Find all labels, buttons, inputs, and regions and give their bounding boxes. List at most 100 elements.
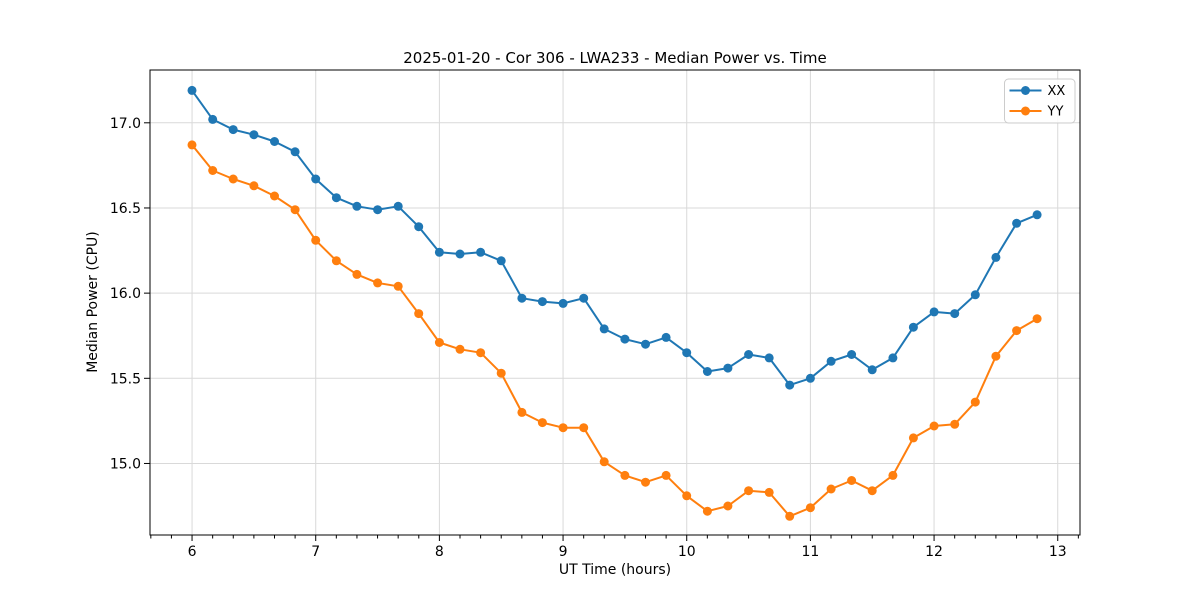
series-YY-marker xyxy=(434,338,444,347)
series-XX-marker xyxy=(187,85,197,95)
series-XX-marker xyxy=(455,249,465,259)
legend-XX-marker xyxy=(1021,86,1030,95)
series-YY-marker xyxy=(805,503,815,513)
grid xyxy=(150,70,1080,535)
series-XX-marker xyxy=(785,380,795,390)
series-YY-marker xyxy=(764,487,774,497)
series-XX-marker xyxy=(847,350,857,359)
series-XX-marker xyxy=(929,307,939,317)
series-XX-marker xyxy=(1012,218,1022,228)
series-XX-marker xyxy=(496,256,506,266)
series-YY xyxy=(187,140,1042,521)
series-YY-marker xyxy=(228,174,238,184)
series-YY-marker xyxy=(908,433,918,443)
series-YY-marker xyxy=(517,407,527,417)
series-XX-marker xyxy=(1032,210,1042,220)
series-XX-marker xyxy=(867,365,877,375)
series-YY-marker xyxy=(311,235,321,245)
x-tick-label: 11 xyxy=(801,544,819,560)
series-XX-marker xyxy=(888,353,898,363)
series-YY-marker xyxy=(208,166,218,175)
series-YY-marker xyxy=(682,491,692,501)
series-XX-marker xyxy=(414,222,424,232)
series-YY-marker xyxy=(826,484,836,494)
x-tick-label: 13 xyxy=(1049,544,1067,560)
y-axis-label: Median Power (CPU) xyxy=(85,231,101,373)
series-YY-marker xyxy=(970,397,980,407)
series-YY-marker xyxy=(249,181,259,191)
x-tick-label: 10 xyxy=(678,544,696,560)
series-YY-marker xyxy=(888,470,898,480)
series-XX-marker xyxy=(208,114,218,124)
series-XX-marker xyxy=(331,193,341,203)
series-YY-marker xyxy=(187,140,197,150)
legend-YY-marker xyxy=(1021,106,1030,116)
series-YY-marker xyxy=(558,423,568,433)
series-YY-marker xyxy=(847,476,857,485)
series-XX-marker xyxy=(599,324,609,334)
series-XX-marker xyxy=(970,290,980,300)
series-XX-marker xyxy=(641,339,650,349)
series-YY-marker xyxy=(331,256,341,266)
y-tick-label: 16.5 xyxy=(110,201,141,217)
series-XX-marker xyxy=(270,137,279,146)
series-YY-marker xyxy=(620,470,630,480)
series-YY-marker xyxy=(702,506,712,516)
series-XX xyxy=(187,85,1042,390)
series-XX-marker xyxy=(434,247,444,257)
series-YY-marker xyxy=(785,511,795,521)
series-XX-marker xyxy=(558,298,568,308)
series-XX-marker xyxy=(682,348,692,358)
y-tick-label: 15.0 xyxy=(110,456,141,472)
series-YY-marker xyxy=(599,457,609,467)
series-YY-marker xyxy=(496,368,506,378)
series-YY-marker xyxy=(393,281,403,291)
series-XX-marker xyxy=(290,147,300,157)
legend-XX-label: XX xyxy=(1048,84,1066,99)
series-YY-marker xyxy=(950,419,960,429)
series-YY-marker xyxy=(537,418,547,428)
plot-area: 6 7 8 9 10 11 12 13 15.0 15.5 16.0 16.5 17.0 xyxy=(110,69,1081,560)
series-YY-marker xyxy=(1012,326,1022,336)
series-XX-marker xyxy=(579,293,589,303)
chart-title: 2025-01-20 - Cor 306 - LWA233 - Median P… xyxy=(403,49,827,67)
series-XX-marker xyxy=(249,130,259,140)
series-XX-marker xyxy=(702,367,712,376)
series-XX-marker xyxy=(950,309,960,319)
series-YY-marker xyxy=(744,486,754,496)
ticks xyxy=(144,122,1079,541)
series-XX-marker xyxy=(311,174,321,184)
series-XX-marker xyxy=(764,353,774,363)
series-XX-marker xyxy=(352,201,362,211)
series-YY-marker xyxy=(373,278,383,288)
series-YY-marker xyxy=(867,486,877,496)
x-tick-label: 9 xyxy=(559,544,568,560)
series-YY-marker xyxy=(579,423,589,433)
legend-YY-label: YY xyxy=(1047,105,1064,120)
series-YY-marker xyxy=(455,344,465,354)
series-XX-marker xyxy=(228,125,238,135)
x-tick-label: 6 xyxy=(188,544,197,560)
series-XX-marker xyxy=(805,373,815,383)
y-tick-label: 16.0 xyxy=(110,286,141,302)
x-tick-label: 12 xyxy=(925,544,943,560)
series-XX-marker xyxy=(744,350,754,359)
series-YY-marker xyxy=(352,269,362,279)
series-YY-marker xyxy=(414,309,424,319)
plot-border xyxy=(149,69,1081,536)
series-YY-marker xyxy=(723,501,733,511)
series-XX-line xyxy=(191,89,1038,387)
x-axis-label: UT Time (hours) xyxy=(559,562,671,578)
series-YY-marker xyxy=(290,205,300,215)
series-YY-marker xyxy=(476,348,486,358)
y-tick-label: 15.5 xyxy=(110,371,141,387)
series-XX-marker xyxy=(723,363,733,373)
series-XX-marker xyxy=(537,297,547,307)
series-XX-marker xyxy=(991,252,1001,262)
y-tick-label: 17.0 xyxy=(110,116,141,132)
series-YY-marker xyxy=(991,351,1001,361)
series-XX-marker xyxy=(908,322,918,332)
legend: XX YY xyxy=(1004,78,1076,124)
